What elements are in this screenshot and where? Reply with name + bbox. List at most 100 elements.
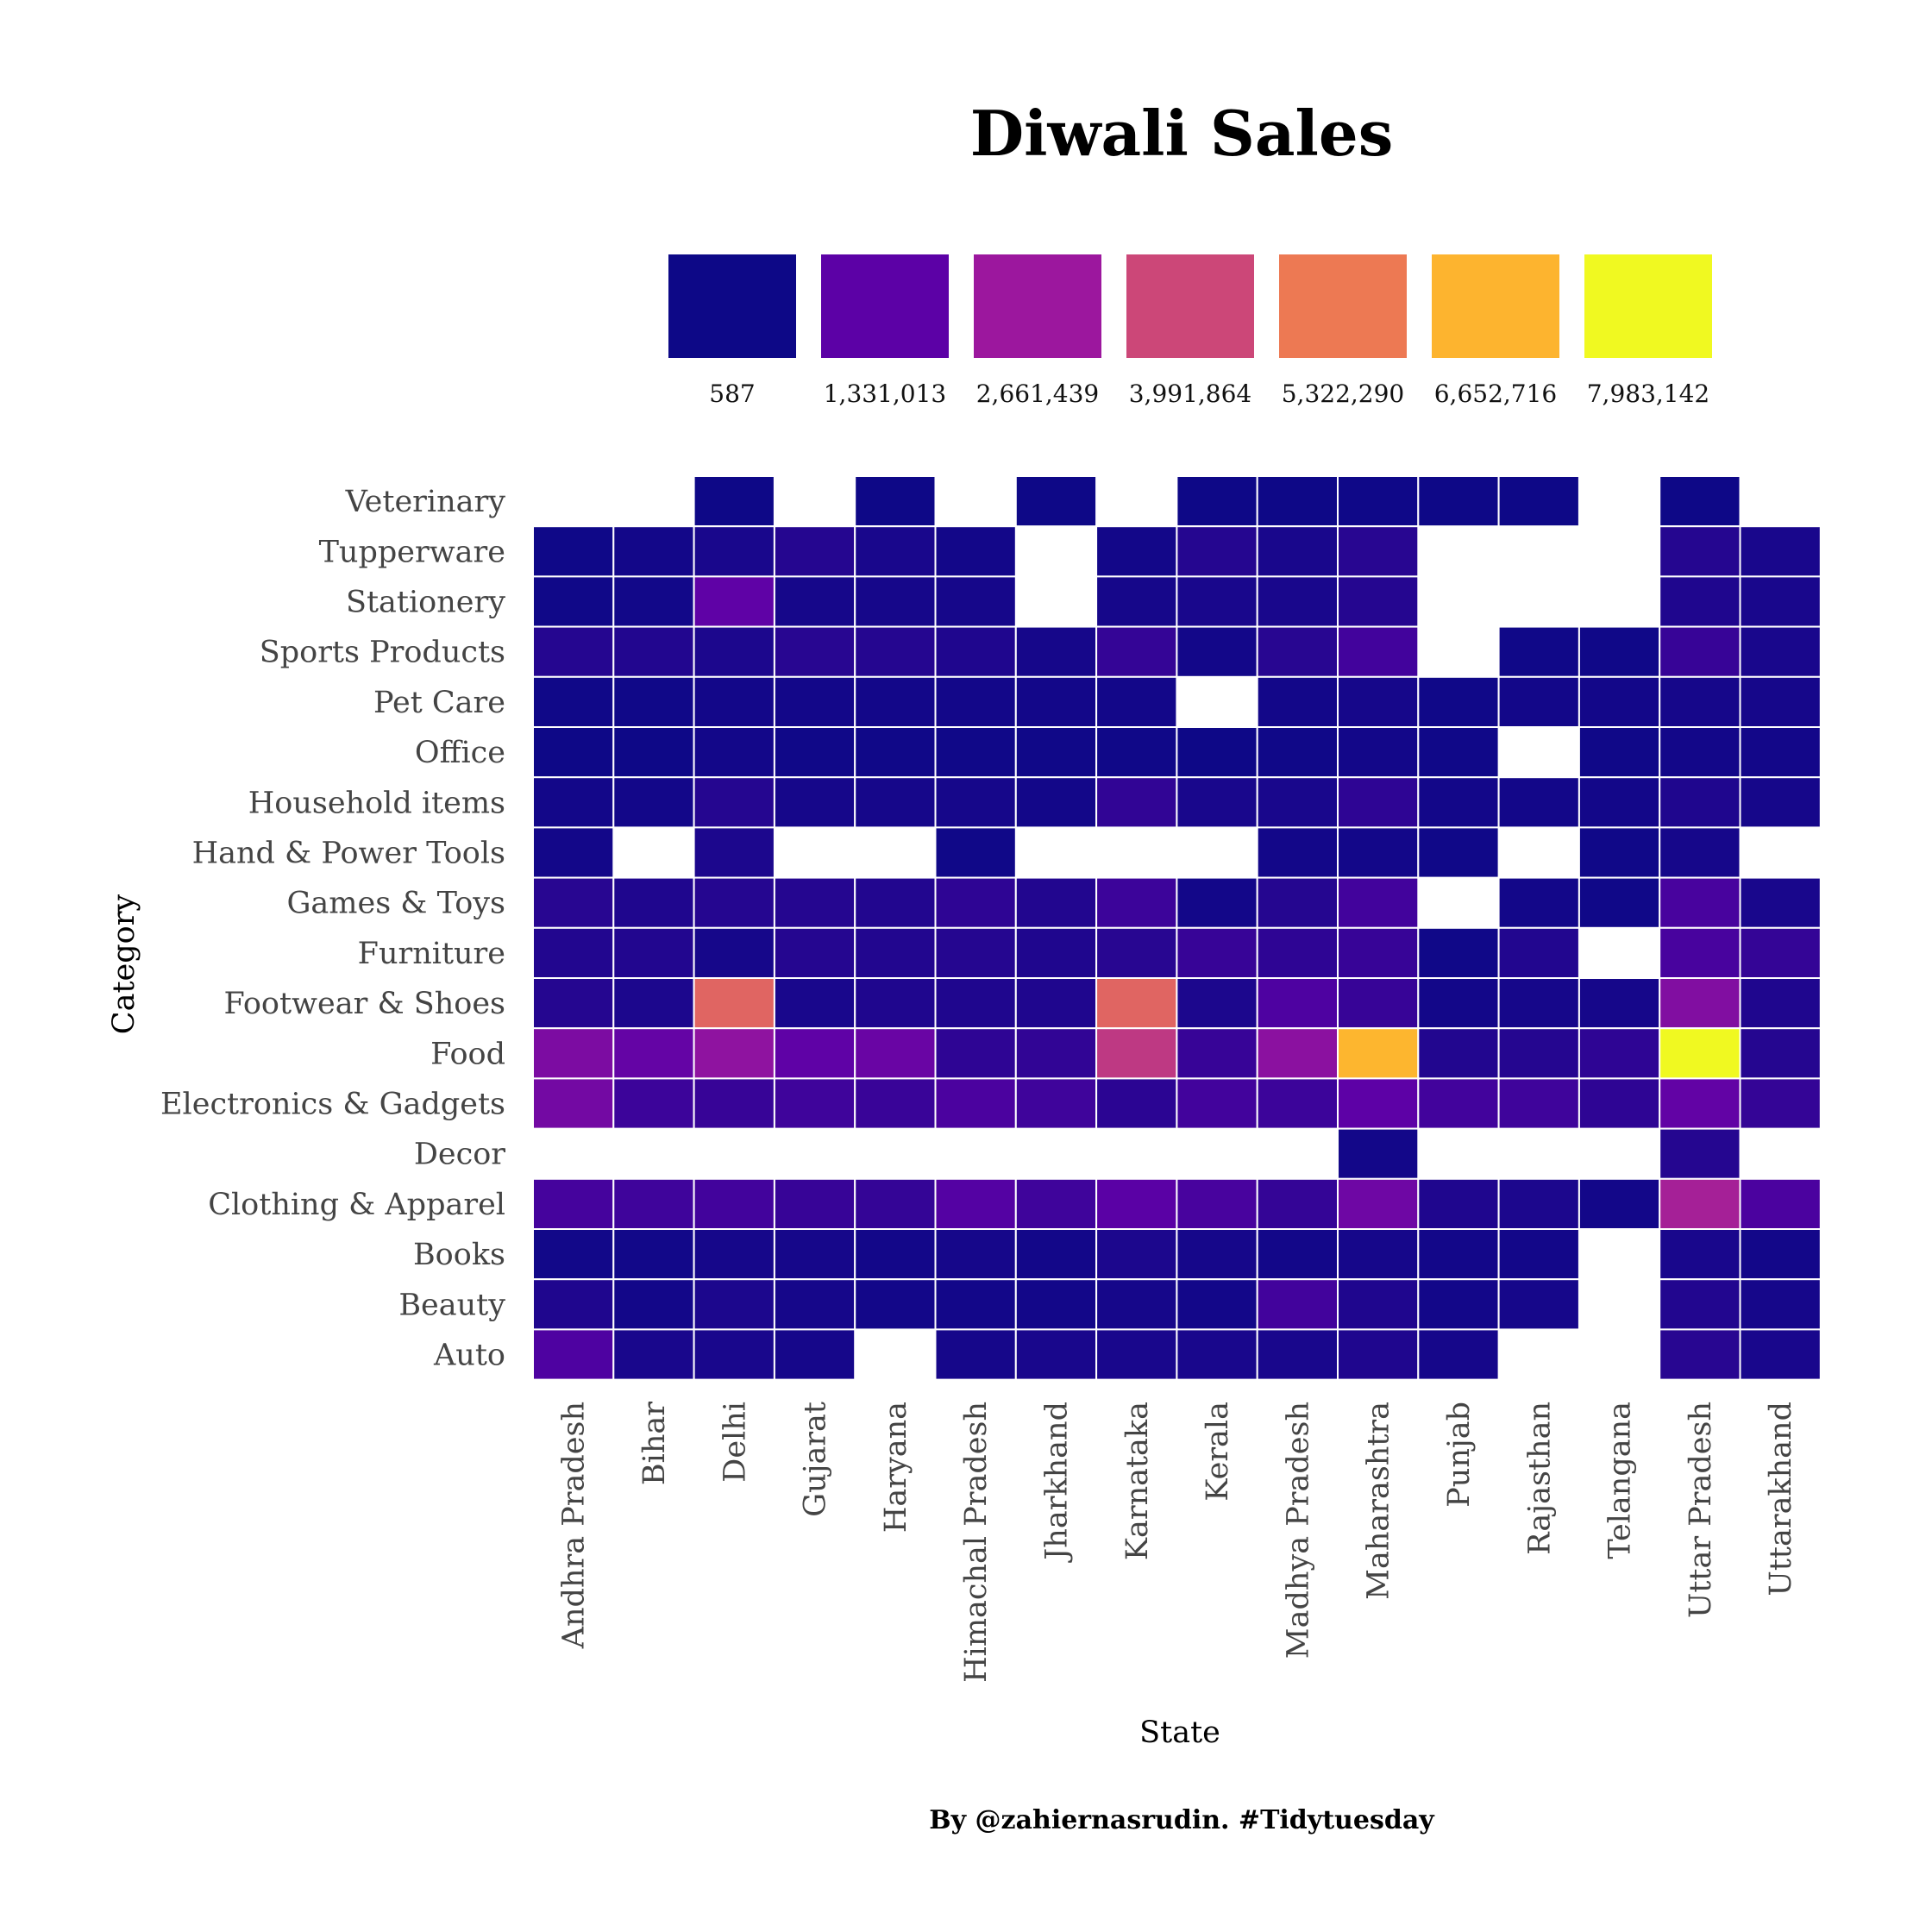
heatmap-cell (532, 977, 615, 1030)
heatmap-cell (1014, 726, 1098, 779)
heatmap-cell (1659, 1027, 1741, 1080)
x-tick-label: Rajasthan (1522, 1402, 1557, 1555)
heatmap-cell (693, 525, 775, 578)
heatmap-cell (1014, 1177, 1098, 1231)
heatmap-cell (693, 1278, 775, 1331)
heatmap-cell (532, 1228, 615, 1281)
heatmap-cell (1176, 1228, 1258, 1281)
heatmap-cell (854, 475, 937, 528)
heatmap-cell (612, 1228, 695, 1281)
heatmap-cell (612, 575, 695, 628)
heatmap-cell (693, 475, 775, 528)
heatmap-cell (1095, 876, 1178, 929)
heatmap-cell (1095, 575, 1178, 628)
heatmap-cell (1176, 1278, 1258, 1331)
heatmap-cell (1014, 1077, 1098, 1130)
heatmap-cell (934, 1228, 1017, 1281)
chart-title: Diwali Sales (970, 97, 1394, 170)
y-tick-label: Clothing & Apparel (208, 1188, 505, 1222)
heatmap-cell (1337, 1027, 1420, 1080)
heatmap-cell (1176, 1077, 1258, 1130)
heatmap-cell (1256, 525, 1339, 578)
heatmap-cell (1739, 525, 1822, 578)
heatmap-cell (1095, 625, 1178, 678)
heatmap-cell (773, 1027, 856, 1080)
heatmap-cell (854, 776, 937, 829)
y-tick-label: Auto (433, 1339, 505, 1373)
heatmap-cell (1739, 977, 1822, 1030)
heatmap-cell (612, 1177, 695, 1231)
heatmap-cell (1417, 977, 1500, 1030)
heatmap-cell (1095, 926, 1178, 980)
heatmap-cell (1176, 776, 1258, 829)
heatmap-cell (532, 675, 615, 728)
heatmap-cell (773, 525, 856, 578)
heatmap-cell (1256, 625, 1339, 678)
heatmap-cell (1659, 525, 1741, 578)
heatmap-cell (1578, 1027, 1661, 1080)
heatmap-cell (1337, 525, 1420, 578)
y-tick-label: Tupperware (319, 535, 505, 569)
heatmap-cell (1417, 1278, 1500, 1331)
y-tick-label: Stationery (346, 586, 505, 620)
heatmap-cell (1578, 1077, 1661, 1130)
heatmap-cell (693, 1077, 775, 1130)
heatmap-cell (1417, 475, 1500, 528)
x-tick-label: Gujarat (799, 1402, 833, 1517)
heatmap-cell (693, 625, 775, 678)
x-tick-label: Haryana (879, 1402, 913, 1533)
heatmap-cell (1659, 876, 1741, 929)
heatmap-cell (773, 1228, 856, 1281)
heatmap-cell (1014, 675, 1098, 728)
heatmap-cell (1337, 1077, 1420, 1130)
heatmap-cell (1256, 1027, 1339, 1080)
legend-swatch (1126, 254, 1254, 358)
x-tick-label: Telangana (1603, 1402, 1638, 1559)
heatmap-cell (934, 675, 1017, 728)
heatmap-cell (1417, 1328, 1500, 1381)
heatmap-cell (773, 1328, 856, 1381)
heatmap-cell (1659, 726, 1741, 779)
heatmap-cell (1337, 926, 1420, 980)
heatmap-cell (612, 1278, 695, 1331)
heatmap-cell (1095, 726, 1178, 779)
heatmap-cell (1739, 675, 1822, 728)
heatmap-cell (1659, 926, 1741, 980)
heatmap-cell (693, 876, 775, 929)
x-tick-label: Jharkhand (1039, 1402, 1074, 1563)
heatmap-cell (1176, 575, 1258, 628)
heatmap-cell (1095, 1027, 1178, 1080)
x-tick-label: Punjab (1442, 1402, 1477, 1508)
heatmap-cell (1497, 776, 1580, 829)
heatmap-cell (1095, 1177, 1178, 1231)
heatmap-cell (612, 776, 695, 829)
heatmap-cell (1176, 1177, 1258, 1231)
legend-swatch (821, 254, 949, 358)
heatmap-cell (693, 826, 775, 879)
heatmap-cell (934, 1328, 1017, 1381)
heatmap-cell (532, 575, 615, 628)
y-axis-title: Category (107, 894, 141, 1035)
legend-label: 3,991,864 (1129, 380, 1252, 408)
y-axis-tick-labels: Veterinary Tupperware Stationery Sports Pro… (160, 485, 505, 1372)
y-tick-label: Veterinary (345, 485, 506, 519)
heatmap-cell (1739, 1177, 1822, 1231)
heatmap-cell (1337, 1127, 1420, 1180)
heatmap-cell (1417, 675, 1500, 728)
heatmap-cell (1095, 1328, 1178, 1381)
heatmap-cell (1578, 625, 1661, 678)
heatmap-cell (612, 726, 695, 779)
heatmap-cell (1337, 876, 1420, 929)
heatmap-cell (1659, 1177, 1741, 1231)
heatmap-cell (1256, 1278, 1339, 1331)
x-tick-label: Delhi (718, 1402, 752, 1483)
y-tick-label: Furniture (358, 937, 505, 971)
heatmap-cell (1095, 675, 1178, 728)
heatmap-cell (1337, 675, 1420, 728)
heatmap-cell (1337, 776, 1420, 829)
heatmap-cell (612, 977, 695, 1030)
heatmap-cell (854, 1228, 937, 1281)
heatmap-cells (532, 475, 1822, 1381)
y-tick-label: Food (430, 1037, 505, 1071)
